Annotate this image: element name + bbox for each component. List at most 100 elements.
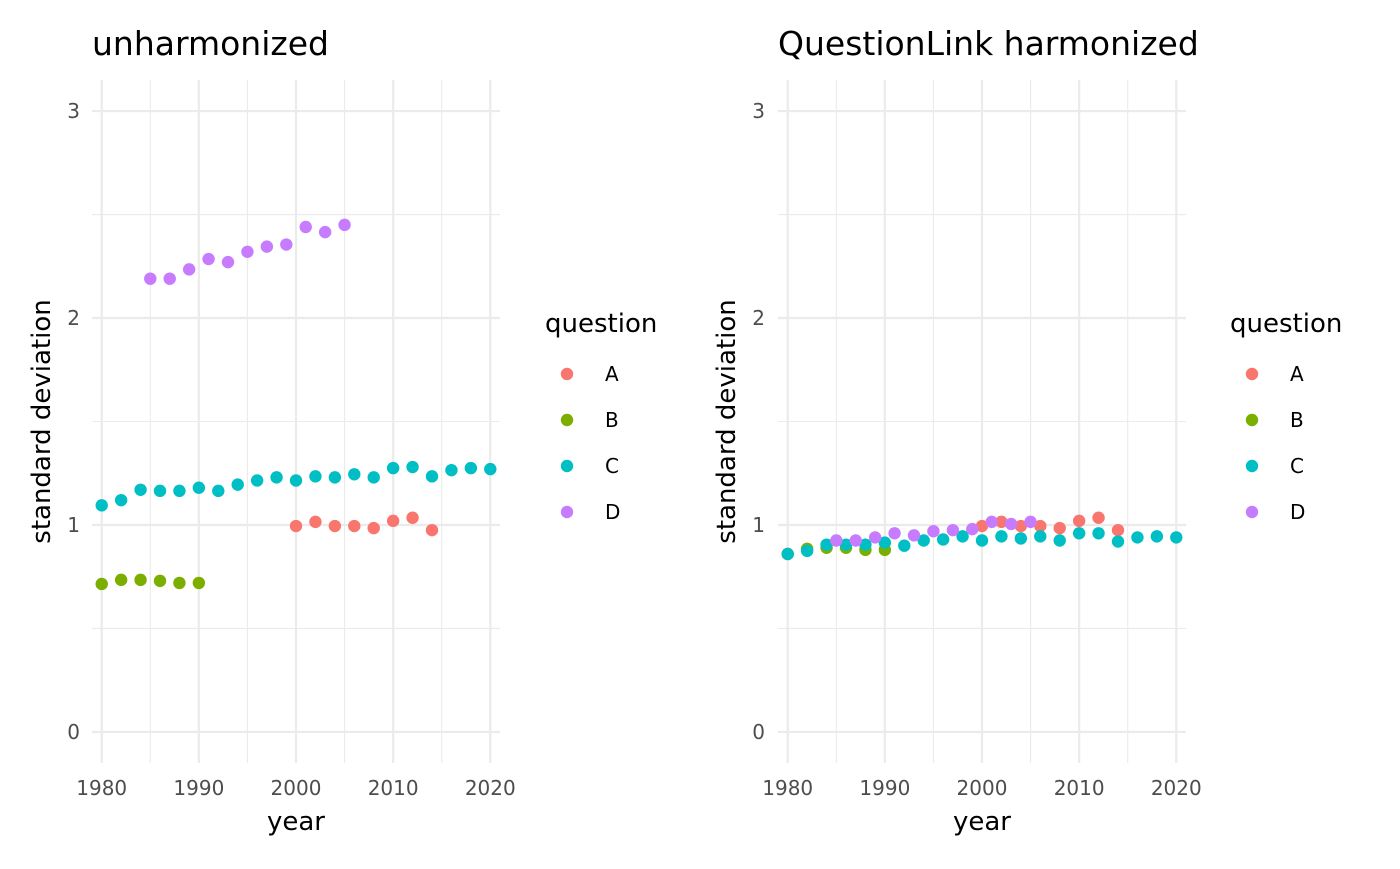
y-tick-label: 0 xyxy=(67,720,80,744)
point-A xyxy=(367,521,380,535)
point-C xyxy=(1053,534,1066,547)
legend-key-D xyxy=(1245,505,1259,519)
point-C xyxy=(192,481,206,494)
series-C xyxy=(95,460,497,512)
point-A xyxy=(328,519,342,533)
point-C xyxy=(995,530,1008,543)
point-C xyxy=(820,538,833,551)
point-C xyxy=(425,470,439,483)
point-A xyxy=(1034,519,1047,533)
point-C xyxy=(781,547,794,561)
x-tick-label: 1990 xyxy=(859,776,910,800)
point-B xyxy=(153,574,167,588)
point-C xyxy=(231,478,244,491)
series-B xyxy=(95,573,206,591)
point-D xyxy=(260,240,274,253)
series-A xyxy=(289,511,439,537)
point-D xyxy=(241,245,254,258)
point-D xyxy=(182,263,196,276)
point-D xyxy=(338,218,351,232)
point-C xyxy=(917,534,930,547)
legend-label-C: C xyxy=(1290,454,1304,478)
y-tick-label: 2 xyxy=(67,306,80,330)
x-tick-label: 2000 xyxy=(271,776,322,800)
point-D xyxy=(868,531,882,544)
point-C xyxy=(1014,532,1028,545)
point-C xyxy=(348,468,361,481)
point-D xyxy=(318,225,332,239)
point-D xyxy=(1024,515,1037,529)
point-D xyxy=(221,255,235,269)
x-tick-label: 2010 xyxy=(368,776,419,800)
y-tick-label: 0 xyxy=(752,720,765,744)
legend-key-B xyxy=(560,413,574,427)
point-C xyxy=(464,461,478,475)
point-B xyxy=(173,576,186,590)
point-C xyxy=(173,484,186,498)
legend-label-C: C xyxy=(605,454,619,478)
x-tick-label: 1990 xyxy=(173,776,224,800)
legend-label-A: A xyxy=(605,362,619,386)
point-D xyxy=(280,238,293,251)
x-tick-label: 2010 xyxy=(1054,776,1105,800)
point-C xyxy=(956,530,969,543)
legend-key-B xyxy=(1245,413,1259,427)
point-C xyxy=(975,534,989,547)
point-D xyxy=(830,534,843,547)
point-A xyxy=(425,523,439,537)
x-tick-label: 1980 xyxy=(762,776,813,800)
point-C xyxy=(328,471,342,484)
y-tick-label: 3 xyxy=(67,99,80,123)
y-tick-label: 1 xyxy=(67,513,80,537)
y-tick-label: 3 xyxy=(752,99,765,123)
point-C xyxy=(406,460,419,474)
point-A xyxy=(309,515,322,529)
chart-panel-2: 1980 1990 2000 2010 2020 0 1 2 3 QuestionLink har… xyxy=(712,24,1342,837)
point-C xyxy=(878,536,892,549)
legend-title: question xyxy=(1230,309,1342,339)
point-B xyxy=(134,573,147,587)
legend-label-A: A xyxy=(1290,362,1304,386)
point-C xyxy=(95,499,108,512)
grid xyxy=(92,80,500,763)
point-C xyxy=(839,538,853,551)
point-C xyxy=(898,539,911,552)
legend-key-A xyxy=(560,367,574,381)
y-axis-title: standard deviation xyxy=(712,299,742,543)
point-D xyxy=(946,523,960,537)
legend-key-C xyxy=(1245,459,1259,473)
point-D xyxy=(1004,517,1018,531)
legend-label-D: D xyxy=(605,500,620,524)
point-C xyxy=(936,533,950,546)
legend-key-D xyxy=(560,505,574,519)
point-A xyxy=(348,519,361,533)
point-C xyxy=(1034,530,1047,543)
point-C xyxy=(367,471,380,484)
x-tick-label: 1980 xyxy=(76,776,127,800)
point-D xyxy=(985,515,998,529)
point-C xyxy=(859,538,872,551)
point-D xyxy=(849,534,862,547)
legend-key-A xyxy=(1245,367,1259,381)
point-D xyxy=(966,522,979,536)
series-C xyxy=(781,527,1183,561)
point-C xyxy=(445,463,458,477)
point-D xyxy=(299,220,312,234)
legend-label-B: B xyxy=(605,408,619,432)
point-A xyxy=(289,519,303,533)
point-C xyxy=(1111,535,1125,548)
x-tick-label: 2000 xyxy=(957,776,1008,800)
y-tick-label: 1 xyxy=(752,513,765,537)
point-C xyxy=(1072,527,1086,540)
point-C xyxy=(153,484,167,498)
point-A xyxy=(995,515,1008,529)
series-D xyxy=(144,218,351,285)
chart-title: unharmonized xyxy=(92,24,329,63)
point-C xyxy=(1170,531,1183,544)
point-C xyxy=(484,462,497,476)
point-C xyxy=(386,461,400,475)
x-tick-label: 2020 xyxy=(1151,776,1202,800)
